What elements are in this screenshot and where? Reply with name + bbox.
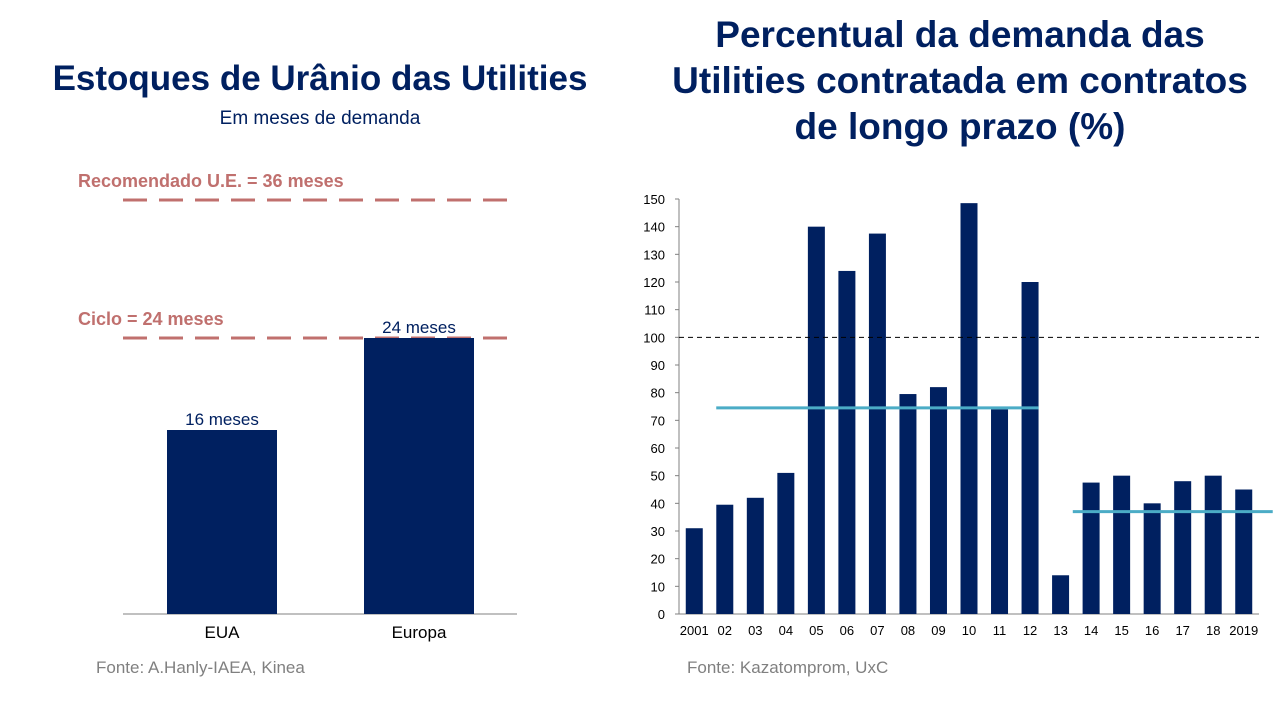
x-tick-label-05: 05 <box>809 623 823 638</box>
y-tick-label-80: 80 <box>651 386 665 401</box>
y-tick-label-100: 100 <box>643 330 665 345</box>
x-tick-label-09: 09 <box>931 623 945 638</box>
x-tick-label-10: 10 <box>962 623 976 638</box>
y-tick-label-140: 140 <box>643 220 665 235</box>
left-source-note: Fonte: A.Hanly-IAEA, Kinea <box>96 658 305 677</box>
bar-04 <box>777 472 795 614</box>
x-tick-label-15: 15 <box>1114 623 1128 638</box>
x-tick-label-eua: EUA <box>205 623 241 642</box>
y-tick-label-30: 30 <box>651 524 665 539</box>
right-source-note: Fonte: Kazatomprom, UxC <box>687 658 889 677</box>
x-tick-label-18: 18 <box>1206 623 1220 638</box>
x-tick-label-07: 07 <box>870 623 884 638</box>
left-chart-subtitle: Em meses de demanda <box>219 108 421 129</box>
y-tick-label-10: 10 <box>651 579 665 594</box>
y-tick-label-110: 110 <box>644 303 665 318</box>
bar-2019 <box>1235 489 1253 614</box>
bar-16 <box>1143 503 1161 614</box>
data-label-eua: 16 meses <box>185 410 259 429</box>
reference-line-label-0: Recomendado U.E. = 36 meses <box>78 171 344 191</box>
x-tick-label-2019: 2019 <box>1229 623 1258 638</box>
y-tick-label-20: 20 <box>651 552 665 567</box>
data-label-europa: 24 meses <box>382 318 456 337</box>
bar-15 <box>1113 475 1131 614</box>
bar-2001 <box>685 528 703 614</box>
bar-eua <box>167 430 277 614</box>
x-tick-label-2001: 2001 <box>680 623 709 638</box>
x-tick-label-12: 12 <box>1023 623 1037 638</box>
y-tick-label-60: 60 <box>651 441 665 456</box>
bar-03 <box>746 497 764 614</box>
y-tick-label-40: 40 <box>651 496 665 511</box>
x-tick-label-02: 02 <box>718 623 732 638</box>
bar-08 <box>899 394 917 614</box>
right-chart-title: Percentual da demanda das Utilities cont… <box>672 14 1248 147</box>
reference-line-label-1: Ciclo = 24 meses <box>78 309 224 329</box>
bar-13 <box>1052 575 1070 614</box>
y-tick-label-0: 0 <box>658 607 665 622</box>
bar-11 <box>991 409 1009 614</box>
bar-17 <box>1174 481 1192 614</box>
y-tick-label-50: 50 <box>651 469 665 484</box>
x-tick-label-14: 14 <box>1084 623 1098 638</box>
bar-14 <box>1082 482 1100 614</box>
bar-05 <box>807 226 825 614</box>
y-tick-label-130: 130 <box>643 247 665 262</box>
y-tick-label-70: 70 <box>651 413 665 428</box>
bar-02 <box>716 504 734 614</box>
y-tick-label-90: 90 <box>651 358 665 373</box>
x-tick-label-03: 03 <box>748 623 762 638</box>
bar-06 <box>838 270 856 614</box>
x-tick-label-16: 16 <box>1145 623 1159 638</box>
bar-09 <box>929 387 947 614</box>
bar-europa <box>364 338 474 614</box>
left-chart-title: Estoques de Urânio das Utilities <box>52 59 588 98</box>
x-tick-label-06: 06 <box>840 623 854 638</box>
x-tick-label-17: 17 <box>1175 623 1189 638</box>
x-tick-label-europa: Europa <box>392 623 447 642</box>
bar-07 <box>868 233 886 615</box>
bar-18 <box>1204 475 1222 614</box>
bar-12 <box>1021 282 1039 614</box>
y-tick-label-150: 150 <box>643 192 665 207</box>
x-tick-label-08: 08 <box>901 623 915 638</box>
x-tick-label-11: 11 <box>993 623 1007 638</box>
y-tick-label-120: 120 <box>643 275 665 290</box>
x-tick-label-13: 13 <box>1053 623 1067 638</box>
x-tick-label-04: 04 <box>779 623 793 638</box>
